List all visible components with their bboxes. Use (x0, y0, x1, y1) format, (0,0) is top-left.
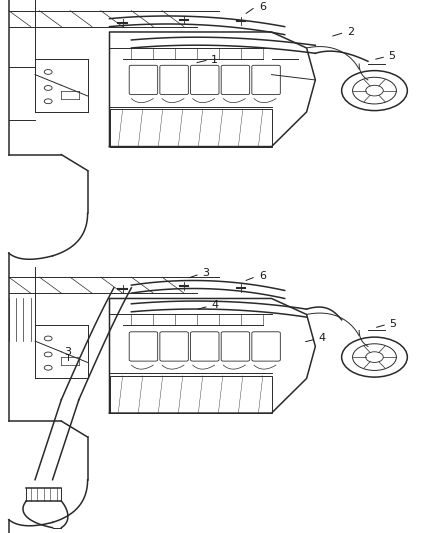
Bar (110, 109, 272, 147)
Text: 5: 5 (389, 319, 396, 329)
Text: 4: 4 (211, 300, 218, 310)
Text: 3: 3 (64, 347, 71, 357)
Text: 6: 6 (259, 271, 266, 281)
Text: 6: 6 (259, 2, 266, 12)
Text: 2: 2 (347, 27, 354, 37)
Text: 1: 1 (211, 55, 218, 65)
Text: 5: 5 (389, 51, 396, 61)
Bar (110, 376, 272, 413)
Text: 4: 4 (318, 334, 325, 343)
Text: 3: 3 (202, 268, 209, 278)
